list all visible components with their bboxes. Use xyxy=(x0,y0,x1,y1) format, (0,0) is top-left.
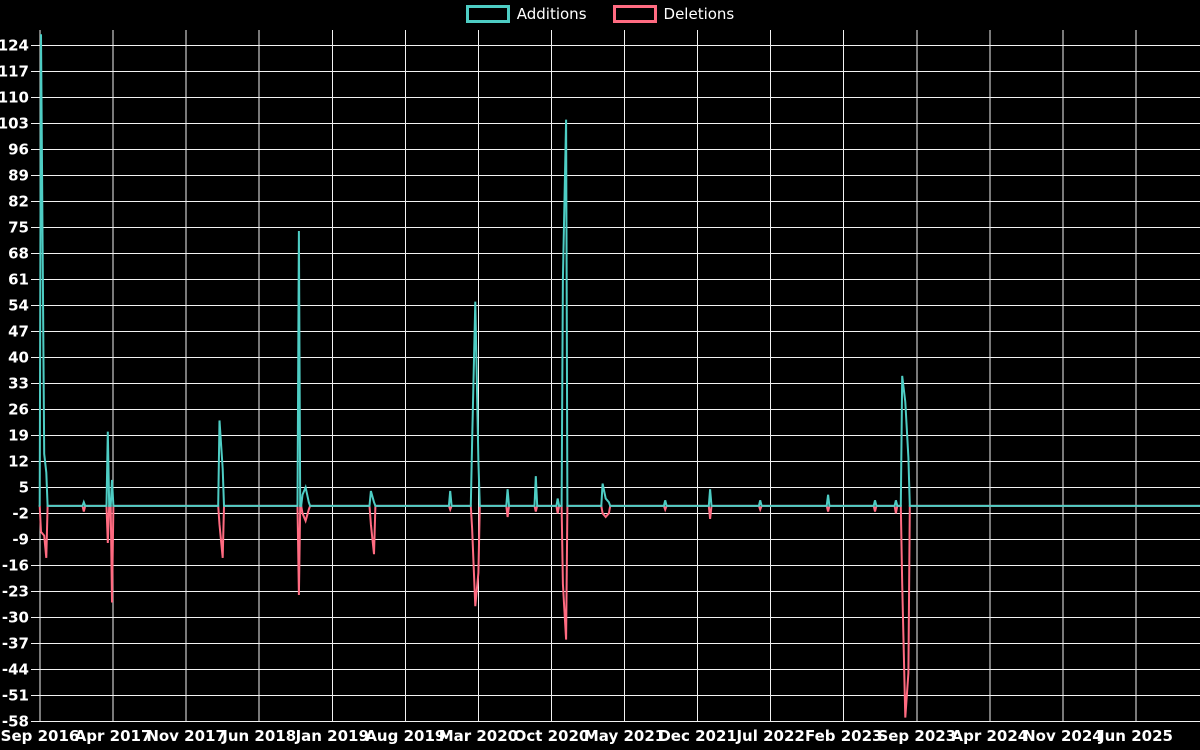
svg-text:54: 54 xyxy=(8,296,29,314)
legend-item-additions[interactable]: Additions xyxy=(465,5,587,23)
svg-text:12: 12 xyxy=(8,452,29,470)
svg-text:Jan 2019: Jan 2019 xyxy=(295,727,369,745)
svg-text:Dec 2021: Dec 2021 xyxy=(658,727,737,745)
svg-text:-9: -9 xyxy=(12,530,29,548)
svg-text:May 2021: May 2021 xyxy=(584,727,665,745)
svg-text:124: 124 xyxy=(0,36,29,54)
legend-label-deletions: Deletions xyxy=(663,5,735,23)
svg-text:40: 40 xyxy=(8,348,29,366)
svg-text:-2: -2 xyxy=(12,504,29,522)
svg-text:82: 82 xyxy=(8,192,29,210)
svg-text:-58: -58 xyxy=(2,712,29,730)
svg-text:103: 103 xyxy=(0,114,29,132)
svg-text:5: 5 xyxy=(19,478,29,496)
svg-text:-23: -23 xyxy=(2,582,29,600)
svg-text:89: 89 xyxy=(8,166,29,184)
svg-text:117: 117 xyxy=(0,62,29,80)
legend-label-additions: Additions xyxy=(516,5,587,23)
svg-text:Mar 2020: Mar 2020 xyxy=(439,727,518,745)
svg-text:47: 47 xyxy=(8,322,29,340)
svg-text:96: 96 xyxy=(8,140,29,158)
svg-text:Jun 2018: Jun 2018 xyxy=(221,727,296,745)
svg-text:Nov 2017: Nov 2017 xyxy=(146,727,226,745)
svg-text:61: 61 xyxy=(8,270,29,288)
additions-legend-swatch-icon xyxy=(465,5,510,23)
svg-text:Jun 2025: Jun 2025 xyxy=(1098,727,1173,745)
svg-text:Feb 2023: Feb 2023 xyxy=(805,727,883,745)
svg-text:75: 75 xyxy=(8,218,29,236)
svg-text:68: 68 xyxy=(8,244,29,262)
svg-text:19: 19 xyxy=(8,426,29,444)
svg-text:-37: -37 xyxy=(2,634,29,652)
svg-text:Sep 2016: Sep 2016 xyxy=(1,727,80,745)
svg-text:-51: -51 xyxy=(2,686,29,704)
svg-text:Jul 2022: Jul 2022 xyxy=(735,727,804,745)
svg-text:-30: -30 xyxy=(2,608,29,626)
svg-text:Apr 2024: Apr 2024 xyxy=(952,727,1029,745)
svg-text:-44: -44 xyxy=(2,660,29,678)
svg-text:33: 33 xyxy=(8,374,29,392)
svg-text:110: 110 xyxy=(0,88,29,106)
svg-text:Apr 2017: Apr 2017 xyxy=(75,727,152,745)
legend-item-deletions[interactable]: Deletions xyxy=(612,5,735,23)
svg-text:Oct 2020: Oct 2020 xyxy=(514,727,590,745)
svg-text:26: 26 xyxy=(8,400,29,418)
chart-legend: Additions Deletions xyxy=(0,5,1200,23)
svg-text:Aug 2019: Aug 2019 xyxy=(365,727,445,745)
svg-text:Sep 2023: Sep 2023 xyxy=(877,727,956,745)
svg-text:-16: -16 xyxy=(2,556,29,574)
deletions-legend-swatch-icon xyxy=(612,5,657,23)
svg-text:Nov 2024: Nov 2024 xyxy=(1023,727,1103,745)
